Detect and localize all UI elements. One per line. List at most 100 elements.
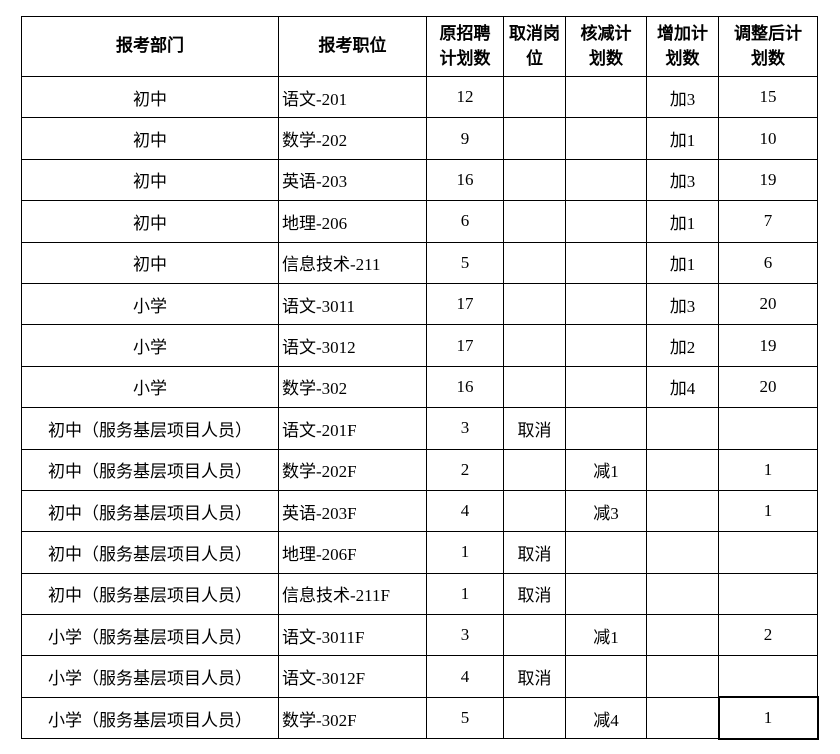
cell-adjusted-plan: 7 <box>718 200 818 243</box>
cell-position: 语文-3011 <box>278 282 427 326</box>
cell-adjusted-plan: 1 <box>718 489 818 533</box>
cell-department: 小学（服务基层项目人员） <box>21 614 279 657</box>
cell-original-plan: 16 <box>426 158 504 202</box>
recruitment-adjustment-table: 报考部门 报考职位 原招聘 计划数 取消岗 位 核减计 划数 增加计 划数 调整… <box>21 16 819 740</box>
table-row: 初中（服务基层项目人员） 地理-206F 1 取消 <box>21 531 818 574</box>
cell-original-plan: 4 <box>426 655 504 698</box>
header-cancelled: 取消岗 位 <box>503 16 566 77</box>
cell-cancelled <box>503 282 566 326</box>
cell-adjusted-plan: 6 <box>718 241 818 284</box>
cell-department: 小学（服务基层项目人员） <box>21 655 279 698</box>
cell-department: 初中 <box>21 75 279 119</box>
cell-reduced-plan <box>565 200 647 243</box>
cell-original-plan: 3 <box>426 407 504 450</box>
header-position: 报考职位 <box>278 16 427 77</box>
cell-increased-plan: 加3 <box>646 158 719 202</box>
cell-increased-plan: 加1 <box>646 117 719 160</box>
cell-cancelled <box>503 696 566 740</box>
cell-original-plan: 9 <box>426 117 504 160</box>
cell-position: 地理-206F <box>278 531 427 574</box>
cell-cancelled <box>503 614 566 657</box>
cell-reduced-plan <box>565 531 647 574</box>
cell-reduced-plan: 减1 <box>565 614 647 657</box>
cell-department: 初中（服务基层项目人员） <box>21 448 279 491</box>
cell-position: 信息技术-211F <box>278 572 427 616</box>
cell-adjusted-plan <box>718 655 818 698</box>
table-row: 小学 语文-3011 17 加3 20 <box>21 282 818 326</box>
cell-reduced-plan <box>565 365 647 409</box>
cell-cancelled <box>503 324 566 367</box>
cell-original-plan: 6 <box>426 200 504 243</box>
table-row: 初中（服务基层项目人员） 数学-202F 2 减1 1 <box>21 448 818 491</box>
cell-position: 语文-3012 <box>278 324 427 367</box>
table-row: 初中（服务基层项目人员） 语文-201F 3 取消 <box>21 407 818 450</box>
cell-cancelled: 取消 <box>503 572 566 616</box>
cell-position: 语文-201 <box>278 75 427 119</box>
cell-adjusted-plan: 19 <box>718 324 818 367</box>
cell-increased-plan <box>646 572 719 616</box>
cell-adjusted-plan: 15 <box>718 75 818 119</box>
cell-original-plan: 1 <box>426 572 504 616</box>
cell-department: 小学（服务基层项目人员） <box>21 696 279 740</box>
cell-reduced-plan <box>565 407 647 450</box>
header-reduced-plan: 核减计 划数 <box>565 16 647 77</box>
cell-department: 初中 <box>21 158 279 202</box>
header-adjusted-plan: 调整后计 划数 <box>718 16 818 77</box>
table-row: 初中 英语-203 16 加3 19 <box>21 158 818 202</box>
cell-increased-plan <box>646 489 719 533</box>
cell-cancelled <box>503 200 566 243</box>
cell-position: 数学-202F <box>278 448 427 491</box>
cell-cancelled: 取消 <box>503 407 566 450</box>
cell-increased-plan <box>646 655 719 698</box>
cell-reduced-plan <box>565 572 647 616</box>
cell-adjusted-plan <box>718 531 818 574</box>
cell-original-plan: 17 <box>426 282 504 326</box>
cell-adjusted-plan <box>718 572 818 616</box>
cell-cancelled <box>503 241 566 284</box>
cell-reduced-plan: 减4 <box>565 696 647 740</box>
cell-position: 数学-202 <box>278 117 427 160</box>
cell-position: 语文-3011F <box>278 614 427 657</box>
cell-adjusted-plan: 19 <box>718 158 818 202</box>
cell-adjusted-plan: 1 <box>718 448 818 491</box>
cell-reduced-plan: 减1 <box>565 448 647 491</box>
cell-department: 初中（服务基层项目人员） <box>21 407 279 450</box>
cell-reduced-plan <box>565 117 647 160</box>
cell-original-plan: 2 <box>426 448 504 491</box>
cell-adjusted-plan <box>718 407 818 450</box>
cell-increased-plan: 加1 <box>646 200 719 243</box>
table-row: 小学（服务基层项目人员） 语文-3012F 4 取消 <box>21 655 818 698</box>
table-row: 小学（服务基层项目人员） 数学-302F 5 减4 1 <box>21 696 819 740</box>
cell-position: 语文-3012F <box>278 655 427 698</box>
cell-original-plan: 5 <box>426 696 504 740</box>
table-row: 初中 语文-201 12 加3 15 <box>21 75 818 119</box>
cell-increased-plan <box>646 696 719 740</box>
cell-department: 小学 <box>21 282 279 326</box>
cell-increased-plan: 加4 <box>646 365 719 409</box>
cell-cancelled <box>503 117 566 160</box>
cell-increased-plan: 加2 <box>646 324 719 367</box>
cell-cancelled <box>503 448 566 491</box>
cell-adjusted-plan: 2 <box>718 614 818 657</box>
cell-cancelled: 取消 <box>503 531 566 574</box>
header-department: 报考部门 <box>21 16 279 77</box>
table-row: 小学 数学-302 16 加4 20 <box>21 365 818 409</box>
cell-reduced-plan <box>565 158 647 202</box>
cell-increased-plan: 加3 <box>646 75 719 119</box>
cell-department: 初中 <box>21 117 279 160</box>
table-row: 初中（服务基层项目人员） 信息技术-211F 1 取消 <box>21 572 818 616</box>
cell-increased-plan: 加3 <box>646 282 719 326</box>
cell-adjusted-plan: 20 <box>718 282 818 326</box>
cell-position: 英语-203F <box>278 489 427 533</box>
cell-cancelled <box>503 365 566 409</box>
cell-department: 初中 <box>21 200 279 243</box>
cell-increased-plan <box>646 614 719 657</box>
cell-adjusted-plan: 10 <box>718 117 818 160</box>
cell-original-plan: 16 <box>426 365 504 409</box>
header-original-plan: 原招聘 计划数 <box>426 16 504 77</box>
table-row: 初中 数学-202 9 加1 10 <box>21 117 818 160</box>
cell-increased-plan <box>646 531 719 574</box>
cell-cancelled <box>503 489 566 533</box>
table-row: 初中 地理-206 6 加1 7 <box>21 200 818 243</box>
